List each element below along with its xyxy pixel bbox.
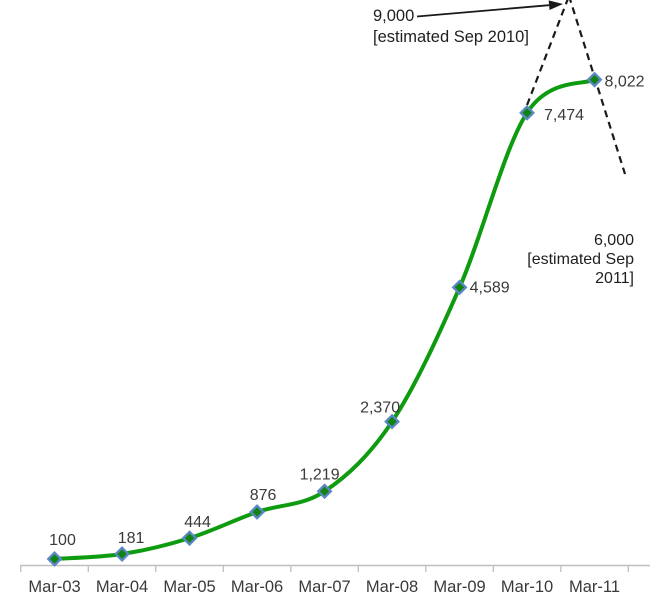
data-point-label: 7,474 xyxy=(544,107,584,124)
x-axis-label: Mar-05 xyxy=(163,578,215,596)
data-point-marker xyxy=(586,71,603,88)
data-point-label: 2,370 xyxy=(360,400,400,417)
x-axis-label: Mar-06 xyxy=(231,578,283,596)
data-point-label: 100 xyxy=(49,532,76,549)
data-point-label: 181 xyxy=(118,530,145,547)
x-axis-label: Mar-09 xyxy=(433,578,485,596)
estimate-dashed-line xyxy=(526,0,627,175)
estimate-2011-note: [estimated Sep 2011] xyxy=(527,251,634,287)
estimate-2010-annotation: 9,000 [estimated Sep 2010] xyxy=(373,6,529,48)
data-point-marker xyxy=(384,413,400,430)
x-axis-label: Mar-03 xyxy=(28,578,80,596)
data-point-label: 8,022 xyxy=(605,74,645,91)
data-point-marker xyxy=(46,551,63,567)
x-axis-label: Mar-10 xyxy=(501,578,553,596)
x-axis-label: Mar-04 xyxy=(96,578,148,596)
estimate-2010-note: [estimated Sep 2010] xyxy=(373,28,529,46)
x-axis-label: Mar-08 xyxy=(366,578,418,596)
estimate-2010-value: 9,000 xyxy=(373,7,415,25)
annotation-arrowhead-icon xyxy=(548,0,563,11)
annotation-arrow-line xyxy=(416,4,550,18)
data-point-label: 4,589 xyxy=(470,279,510,296)
data-point-marker xyxy=(316,483,333,500)
estimate-2011-value: 6,000 xyxy=(593,232,634,249)
data-point-label: 444 xyxy=(184,514,211,531)
data-point-marker xyxy=(519,104,535,121)
series-line xyxy=(52,77,597,561)
data-point-marker xyxy=(249,504,265,520)
estimate-2011-annotation: 6,000 [estimated Sep 2011] xyxy=(516,231,634,288)
data-point-marker xyxy=(451,279,468,296)
x-axis-label: Mar-11 xyxy=(569,578,620,596)
data-point-marker xyxy=(181,530,198,547)
data-point-marker xyxy=(114,546,130,562)
data-point-label: 1,219 xyxy=(300,466,340,483)
x-axis-label: Mar-07 xyxy=(298,578,350,596)
data-point-label: 876 xyxy=(250,487,277,504)
